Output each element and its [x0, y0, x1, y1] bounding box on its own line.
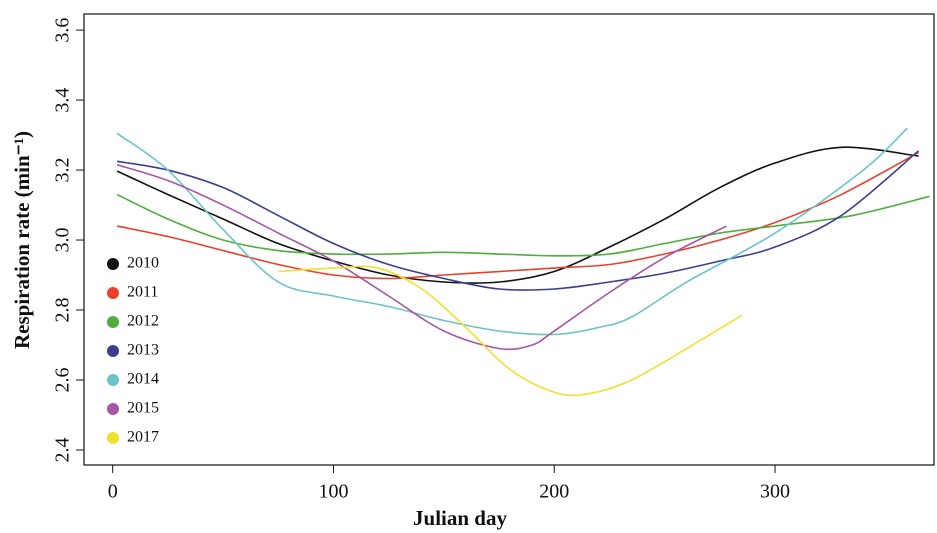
data-line — [278, 265, 743, 397]
y-tick-label: 2.8 — [52, 298, 74, 323]
legend-marker — [107, 403, 119, 415]
legend-marker — [107, 316, 119, 328]
data-line — [116, 127, 909, 336]
data-line — [116, 193, 930, 257]
plot-frame — [83, 13, 935, 466]
data-line — [116, 146, 919, 284]
x-tick-label: 300 — [760, 481, 790, 503]
legend-label: 2014 — [127, 371, 159, 388]
data-line — [116, 151, 919, 280]
legend-marker — [107, 432, 119, 444]
y-axis-title: Respiration rate (min⁻¹) — [10, 131, 34, 349]
x-tick-label: 0 — [108, 481, 118, 503]
y-tick-label: 2.4 — [52, 437, 74, 462]
legend-label: 2011 — [127, 284, 158, 301]
data-line — [116, 150, 920, 291]
y-tick-label: 3.2 — [52, 158, 74, 183]
legend-marker — [107, 374, 119, 386]
y-tick-label: 3.4 — [52, 88, 74, 113]
x-tick-label: 200 — [539, 481, 569, 503]
x-axis-title: Julian day — [413, 506, 507, 530]
x-tick-label: 100 — [318, 481, 348, 503]
legend-label: 2015 — [127, 400, 159, 417]
legend-marker — [107, 287, 119, 299]
legend-label: 2017 — [127, 429, 159, 446]
legend-marker — [107, 258, 119, 270]
y-tick-label: 3.0 — [52, 228, 74, 253]
legend-label: 2012 — [127, 313, 159, 330]
legend-marker — [107, 345, 119, 357]
legend-label: 2013 — [127, 342, 159, 359]
y-tick-label: 3.6 — [52, 18, 74, 43]
data-line — [116, 164, 727, 351]
legend-label: 2010 — [127, 255, 159, 272]
y-tick-label: 2.6 — [52, 367, 74, 392]
